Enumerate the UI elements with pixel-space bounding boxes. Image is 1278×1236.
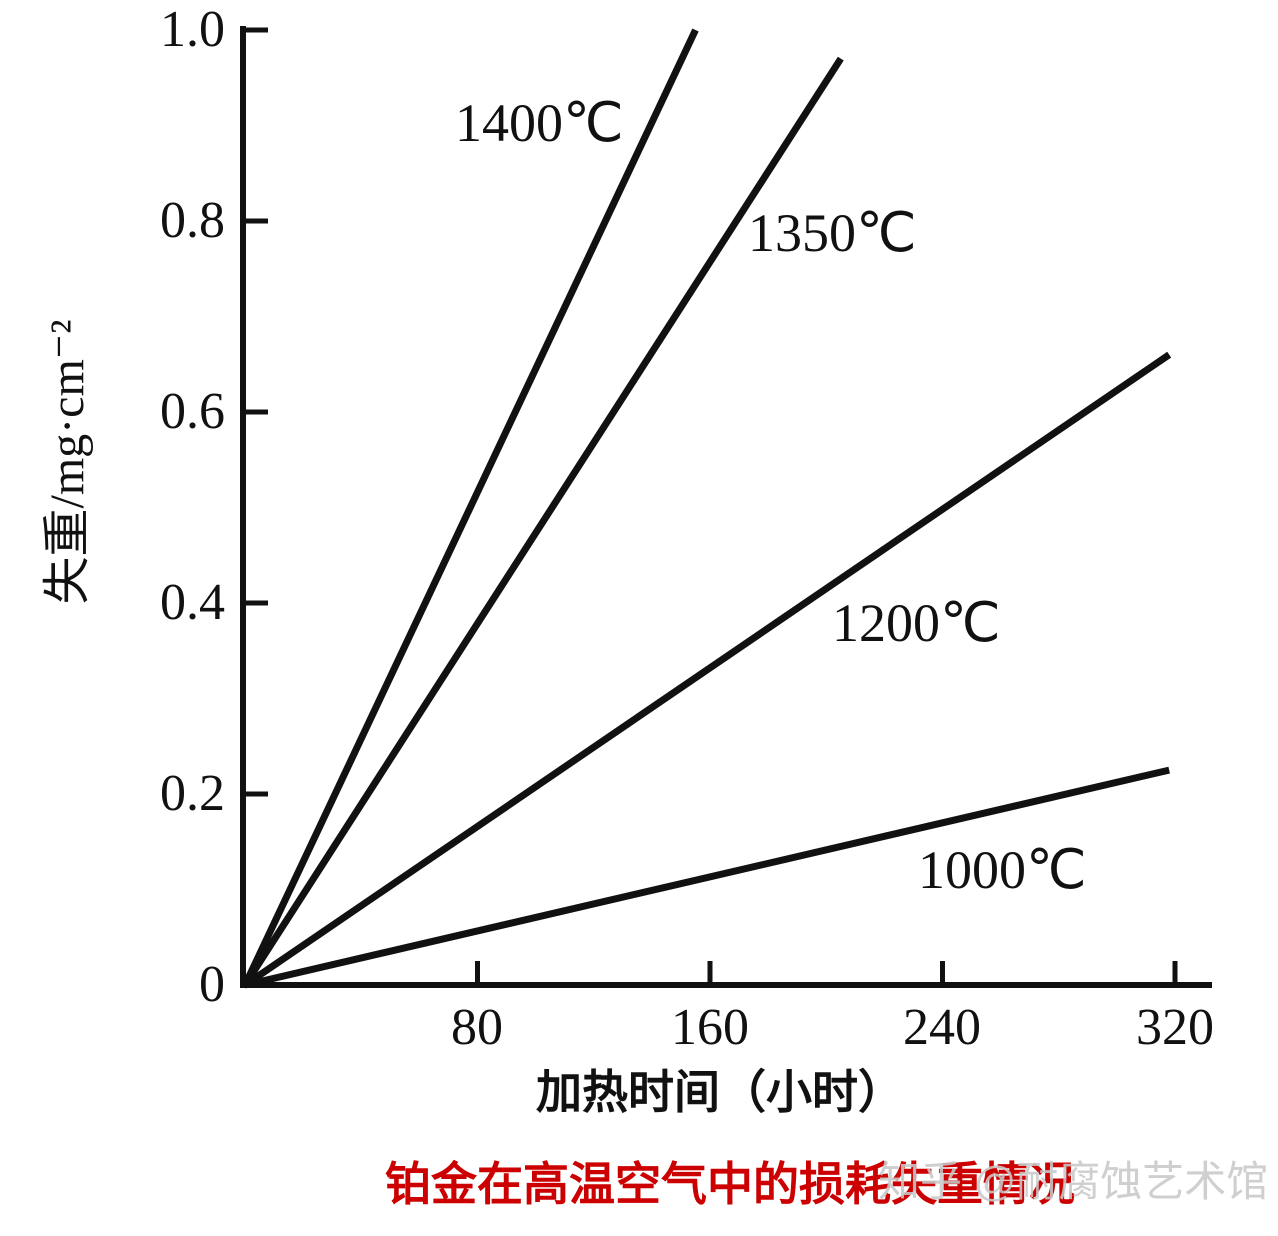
y-tick-label-0-8: 0.8	[160, 192, 225, 249]
watermark-text: 知乎 @耐腐蚀艺术馆	[878, 1158, 1269, 1205]
y-tick-label-0-2: 0.2	[160, 765, 225, 822]
series-label-1350c: 1350℃	[748, 203, 917, 263]
y-tick-label-0-4: 0.4	[160, 574, 225, 631]
series-line-1000C	[244, 766, 1170, 989]
series-label-1400c: 1400℃	[455, 93, 624, 153]
y-axis-title: 失重/mg·cm⁻²	[41, 319, 94, 605]
series-line-1400C	[241, 28, 699, 987]
x-tick-label-320: 320	[1136, 999, 1214, 1056]
series-line-1200C	[243, 351, 1172, 988]
y-tick-label-0: 0	[199, 956, 225, 1013]
series-line-1350C	[242, 56, 844, 987]
series-label-1200c: 1200℃	[832, 593, 1001, 653]
x-tick-label-240: 240	[903, 999, 981, 1056]
figure-caption: 铂金在高温空气中的损耗失重情况	[385, 1158, 1075, 1210]
series-label-1000c: 1000℃	[918, 840, 1087, 900]
x-tick-label-160: 160	[671, 999, 749, 1056]
y-tick-label-1-0: 1.0	[160, 1, 225, 58]
y-tick-label-0-6: 0.6	[160, 383, 225, 440]
x-tick-label-80: 80	[451, 999, 503, 1056]
x-axis-title: 加热时间（小时）	[536, 1066, 904, 1118]
